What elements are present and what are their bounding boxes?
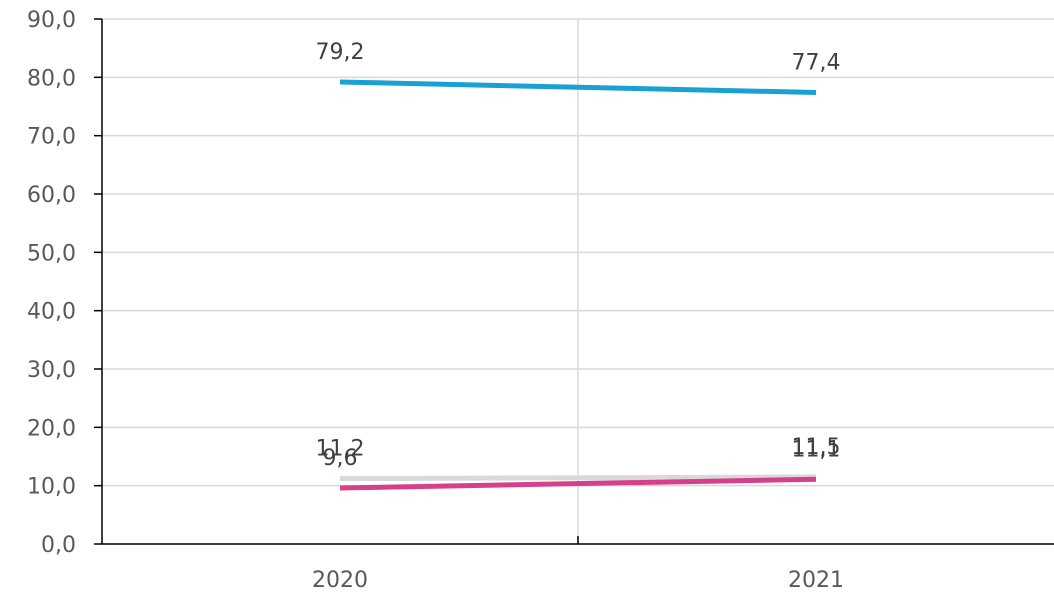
y-tick-label: 30,0 bbox=[27, 358, 76, 383]
series-line-1 bbox=[339, 79, 817, 95]
y-tick-label: 90,0 bbox=[27, 8, 76, 33]
y-tick-label: 40,0 bbox=[27, 300, 76, 325]
series-layer bbox=[339, 79, 817, 491]
y-tick-label: 70,0 bbox=[27, 125, 76, 150]
series-line-3 bbox=[339, 476, 817, 491]
x-tick-label: 2021 bbox=[788, 568, 844, 593]
x-tick-label: 2020 bbox=[312, 568, 368, 593]
y-tick-label: 0,0 bbox=[41, 533, 76, 558]
data-label: 11,1 bbox=[792, 437, 841, 462]
data-label: 79,2 bbox=[316, 40, 365, 65]
data-label: 11,2 bbox=[316, 437, 365, 462]
y-tick-label: 20,0 bbox=[27, 416, 76, 441]
series-line-2 bbox=[339, 474, 817, 482]
axis-layer bbox=[94, 18, 1054, 545]
y-tick-label: 50,0 bbox=[27, 241, 76, 266]
y-tick-label: 10,0 bbox=[27, 475, 76, 500]
y-tick-label: 80,0 bbox=[27, 66, 76, 91]
grid-layer bbox=[102, 18, 1054, 544]
data-label: 9,6 bbox=[323, 446, 358, 471]
data-label: 11,5 bbox=[792, 435, 841, 460]
y-tick-label: 60,0 bbox=[27, 183, 76, 208]
label-layer: 0,0 10,0 20,0 30,0 40,0 50,0 60,0 70,0 80,0 90,0 2… bbox=[27, 8, 844, 593]
data-label: 77,4 bbox=[792, 51, 841, 76]
